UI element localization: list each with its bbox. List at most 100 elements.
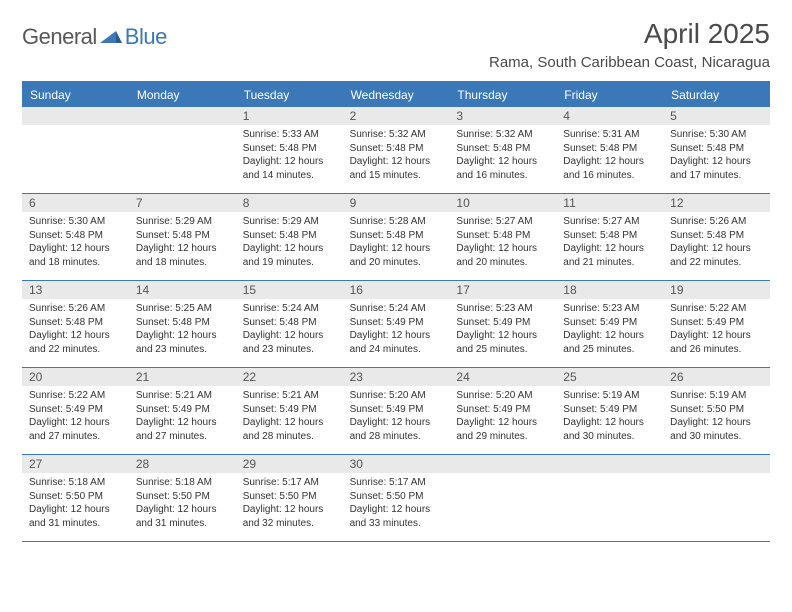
day-cell: 7Sunrise: 5:29 AMSunset: 5:48 PMDaylight… [129, 194, 236, 280]
week-row: 20Sunrise: 5:22 AMSunset: 5:49 PMDayligh… [22, 368, 770, 455]
title-block: April 2025 Rama, South Caribbean Coast, … [489, 18, 770, 71]
day-details [449, 473, 556, 533]
day-cell: 1Sunrise: 5:33 AMSunset: 5:48 PMDaylight… [236, 107, 343, 193]
day-details: Sunrise: 5:17 AMSunset: 5:50 PMDaylight:… [343, 473, 450, 535]
weekday-header: Tuesday [236, 83, 343, 107]
day-details: Sunrise: 5:19 AMSunset: 5:50 PMDaylight:… [663, 386, 770, 448]
day-details: Sunrise: 5:27 AMSunset: 5:48 PMDaylight:… [556, 212, 663, 274]
month-title: April 2025 [489, 18, 770, 50]
day-cell: 23Sunrise: 5:20 AMSunset: 5:49 PMDayligh… [343, 368, 450, 454]
day-cell: 6Sunrise: 5:30 AMSunset: 5:48 PMDaylight… [22, 194, 129, 280]
day-cell: 17Sunrise: 5:23 AMSunset: 5:49 PMDayligh… [449, 281, 556, 367]
day-number: 24 [449, 368, 556, 386]
day-number: 16 [343, 281, 450, 299]
day-details: Sunrise: 5:22 AMSunset: 5:49 PMDaylight:… [663, 299, 770, 361]
day-cell: 29Sunrise: 5:17 AMSunset: 5:50 PMDayligh… [236, 455, 343, 541]
day-number: 4 [556, 107, 663, 125]
brand-word-2: Blue [125, 24, 167, 50]
day-details [556, 473, 663, 533]
brand-mark-icon [100, 28, 122, 46]
header: General Blue April 2025 Rama, South Cari… [22, 18, 770, 71]
brand-logo: General Blue [22, 24, 167, 50]
day-cell [22, 107, 129, 193]
day-cell: 3Sunrise: 5:32 AMSunset: 5:48 PMDaylight… [449, 107, 556, 193]
day-details: Sunrise: 5:31 AMSunset: 5:48 PMDaylight:… [556, 125, 663, 187]
day-number: 9 [343, 194, 450, 212]
day-details: Sunrise: 5:32 AMSunset: 5:48 PMDaylight:… [343, 125, 450, 187]
weeks-container: 1Sunrise: 5:33 AMSunset: 5:48 PMDaylight… [22, 107, 770, 542]
day-details: Sunrise: 5:22 AMSunset: 5:49 PMDaylight:… [22, 386, 129, 448]
day-details: Sunrise: 5:19 AMSunset: 5:49 PMDaylight:… [556, 386, 663, 448]
day-details: Sunrise: 5:30 AMSunset: 5:48 PMDaylight:… [22, 212, 129, 274]
day-details: Sunrise: 5:26 AMSunset: 5:48 PMDaylight:… [663, 212, 770, 274]
day-number: 13 [22, 281, 129, 299]
day-number: 22 [236, 368, 343, 386]
day-details: Sunrise: 5:24 AMSunset: 5:48 PMDaylight:… [236, 299, 343, 361]
day-cell: 11Sunrise: 5:27 AMSunset: 5:48 PMDayligh… [556, 194, 663, 280]
day-details: Sunrise: 5:17 AMSunset: 5:50 PMDaylight:… [236, 473, 343, 535]
day-details [663, 473, 770, 533]
day-details: Sunrise: 5:33 AMSunset: 5:48 PMDaylight:… [236, 125, 343, 187]
week-row: 27Sunrise: 5:18 AMSunset: 5:50 PMDayligh… [22, 455, 770, 542]
day-details [22, 125, 129, 185]
day-cell: 16Sunrise: 5:24 AMSunset: 5:49 PMDayligh… [343, 281, 450, 367]
day-number: 15 [236, 281, 343, 299]
day-cell: 8Sunrise: 5:29 AMSunset: 5:48 PMDaylight… [236, 194, 343, 280]
day-number: 29 [236, 455, 343, 473]
day-number: 27 [22, 455, 129, 473]
day-details: Sunrise: 5:32 AMSunset: 5:48 PMDaylight:… [449, 125, 556, 187]
day-cell: 22Sunrise: 5:21 AMSunset: 5:49 PMDayligh… [236, 368, 343, 454]
week-row: 13Sunrise: 5:26 AMSunset: 5:48 PMDayligh… [22, 281, 770, 368]
day-number: 30 [343, 455, 450, 473]
day-number [449, 455, 556, 473]
day-cell [556, 455, 663, 541]
day-cell: 10Sunrise: 5:27 AMSunset: 5:48 PMDayligh… [449, 194, 556, 280]
weekday-header-row: SundayMondayTuesdayWednesdayThursdayFrid… [22, 83, 770, 107]
day-number [663, 455, 770, 473]
day-cell: 9Sunrise: 5:28 AMSunset: 5:48 PMDaylight… [343, 194, 450, 280]
day-number: 11 [556, 194, 663, 212]
day-number: 8 [236, 194, 343, 212]
day-number: 28 [129, 455, 236, 473]
day-details: Sunrise: 5:29 AMSunset: 5:48 PMDaylight:… [236, 212, 343, 274]
weekday-header: Wednesday [343, 83, 450, 107]
day-number: 23 [343, 368, 450, 386]
day-number: 10 [449, 194, 556, 212]
day-cell [449, 455, 556, 541]
day-cell: 19Sunrise: 5:22 AMSunset: 5:49 PMDayligh… [663, 281, 770, 367]
day-cell: 26Sunrise: 5:19 AMSunset: 5:50 PMDayligh… [663, 368, 770, 454]
brand-word-1: General [22, 24, 97, 50]
week-row: 1Sunrise: 5:33 AMSunset: 5:48 PMDaylight… [22, 107, 770, 194]
day-number: 21 [129, 368, 236, 386]
day-details: Sunrise: 5:21 AMSunset: 5:49 PMDaylight:… [129, 386, 236, 448]
day-details: Sunrise: 5:20 AMSunset: 5:49 PMDaylight:… [343, 386, 450, 448]
day-cell: 28Sunrise: 5:18 AMSunset: 5:50 PMDayligh… [129, 455, 236, 541]
weekday-header: Friday [556, 83, 663, 107]
day-number: 1 [236, 107, 343, 125]
day-cell: 20Sunrise: 5:22 AMSunset: 5:49 PMDayligh… [22, 368, 129, 454]
day-number: 3 [449, 107, 556, 125]
day-number: 7 [129, 194, 236, 212]
day-number: 19 [663, 281, 770, 299]
day-cell [129, 107, 236, 193]
day-number [22, 107, 129, 125]
day-details: Sunrise: 5:20 AMSunset: 5:49 PMDaylight:… [449, 386, 556, 448]
day-number: 26 [663, 368, 770, 386]
day-details: Sunrise: 5:23 AMSunset: 5:49 PMDaylight:… [556, 299, 663, 361]
day-cell: 12Sunrise: 5:26 AMSunset: 5:48 PMDayligh… [663, 194, 770, 280]
day-details: Sunrise: 5:29 AMSunset: 5:48 PMDaylight:… [129, 212, 236, 274]
day-cell: 15Sunrise: 5:24 AMSunset: 5:48 PMDayligh… [236, 281, 343, 367]
day-number: 5 [663, 107, 770, 125]
weekday-header: Saturday [663, 83, 770, 107]
weekday-header: Thursday [449, 83, 556, 107]
day-cell [663, 455, 770, 541]
day-number: 17 [449, 281, 556, 299]
day-number: 12 [663, 194, 770, 212]
day-cell: 5Sunrise: 5:30 AMSunset: 5:48 PMDaylight… [663, 107, 770, 193]
day-details: Sunrise: 5:24 AMSunset: 5:49 PMDaylight:… [343, 299, 450, 361]
day-cell: 21Sunrise: 5:21 AMSunset: 5:49 PMDayligh… [129, 368, 236, 454]
day-number: 14 [129, 281, 236, 299]
day-cell: 30Sunrise: 5:17 AMSunset: 5:50 PMDayligh… [343, 455, 450, 541]
day-details: Sunrise: 5:30 AMSunset: 5:48 PMDaylight:… [663, 125, 770, 187]
weekday-header: Monday [129, 83, 236, 107]
